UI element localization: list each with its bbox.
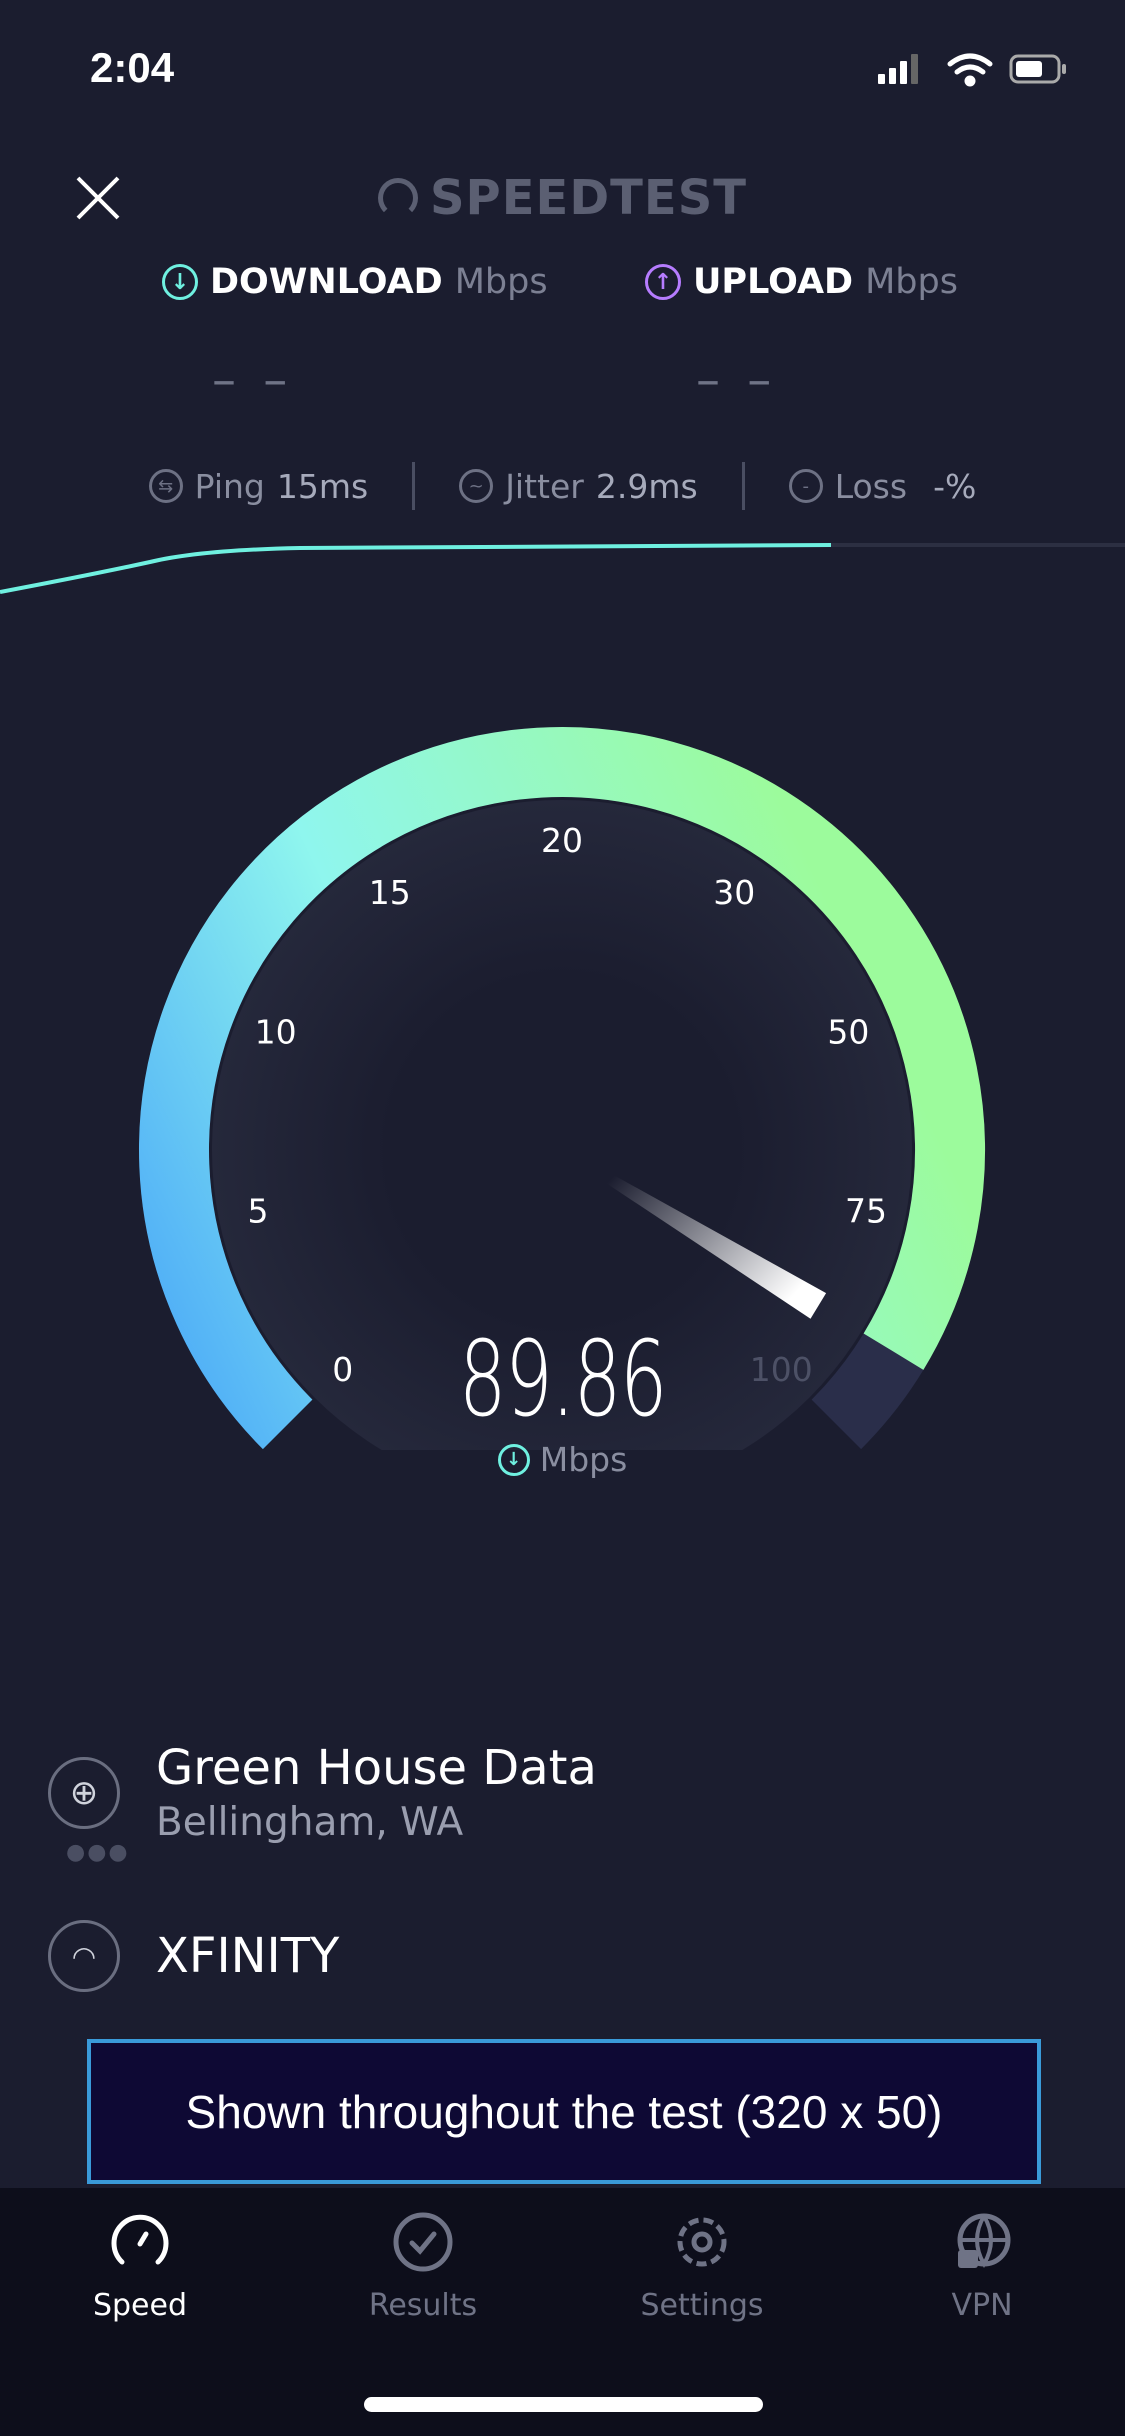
gauge-tick-label: 10	[255, 1012, 297, 1051]
divider	[741, 462, 745, 510]
tab-vpn[interactable]: VPN	[882, 2210, 1082, 2323]
gauge-tick-label: 100	[750, 1350, 813, 1389]
loss-stat: - Loss -%	[745, 467, 1021, 506]
stats-row: ⇆ Ping 15ms ~ Jitter 2.9ms - Loss -%	[0, 462, 1125, 510]
server-row[interactable]: ⊕ Green House Data Bellingham, WA	[48, 1740, 597, 1845]
tab-results[interactable]: Results	[323, 2210, 523, 2323]
gauge-tick-label: 20	[541, 821, 583, 860]
download-icon: ↓	[497, 1443, 530, 1476]
close-icon[interactable]	[74, 174, 122, 222]
jitter-icon: ~	[459, 469, 494, 503]
isp-row: ◠ XFINITY	[48, 1920, 339, 1992]
gauge-tick-label: 15	[369, 873, 411, 912]
gauge-needle	[577, 1156, 827, 1319]
ping-icon: ⇆	[148, 469, 183, 503]
tab-speed[interactable]: Speed	[40, 2210, 240, 2323]
jitter-stat: ~ Jitter 2.9ms	[415, 467, 741, 506]
gauge-tick-label: 0	[332, 1350, 353, 1389]
speed-unit: ↓ Mbps	[0, 1440, 1125, 1479]
download-value: – –	[212, 352, 294, 408]
status-time: 2:04	[90, 44, 175, 91]
current-speed: 89.86	[458, 1318, 668, 1440]
speedometer-icon	[111, 2214, 169, 2265]
globe-icon: ⊕	[48, 1756, 120, 1829]
divider	[412, 462, 416, 510]
gauge-progress	[139, 727, 985, 1450]
upload-value: – –	[696, 352, 778, 408]
vpn-globe-lock-icon	[957, 2213, 1011, 2268]
speedtest-logo: SPEEDTEST	[0, 170, 1125, 226]
gear-icon	[677, 2217, 727, 2267]
gauge-face	[212, 800, 912, 1450]
gauge-tick-label: 5	[247, 1191, 268, 1230]
home-indicator[interactable]	[364, 2397, 763, 2412]
upload-label: ↑ UPLOAD Mbps	[645, 262, 958, 302]
upload-icon: ↑	[645, 264, 681, 300]
wifi-icon: ◠	[48, 1920, 120, 1992]
speed-graph	[0, 543, 1125, 594]
gauge-tick-label: 75	[845, 1191, 887, 1230]
wifi-icon	[947, 53, 993, 87]
speedometer-icon	[377, 178, 418, 218]
more-dots-icon: ●●●	[66, 1840, 130, 1865]
tab-settings[interactable]: Settings	[602, 2210, 802, 2323]
battery-icon	[1009, 54, 1066, 84]
ad-banner[interactable]: Shown throughout the test (320 x 50)	[87, 2039, 1041, 2184]
status-icons	[878, 53, 1066, 87]
gauge-tick-label: 30	[713, 873, 755, 912]
gauge-tick-label: 50	[827, 1012, 869, 1051]
signal-icon	[878, 54, 918, 84]
loss-icon: -	[788, 469, 823, 503]
check-circle-icon	[393, 2212, 453, 2272]
download-icon: ↓	[162, 264, 198, 300]
download-label: ↓ DOWNLOAD Mbps	[162, 262, 548, 302]
speed-gauge: 0 5 10 15 20 30 50 75 100	[139, 727, 985, 1450]
tab-bar: Speed Results Settings VPN	[0, 2188, 1125, 2436]
ping-stat: ⇆ Ping 15ms	[105, 467, 413, 506]
